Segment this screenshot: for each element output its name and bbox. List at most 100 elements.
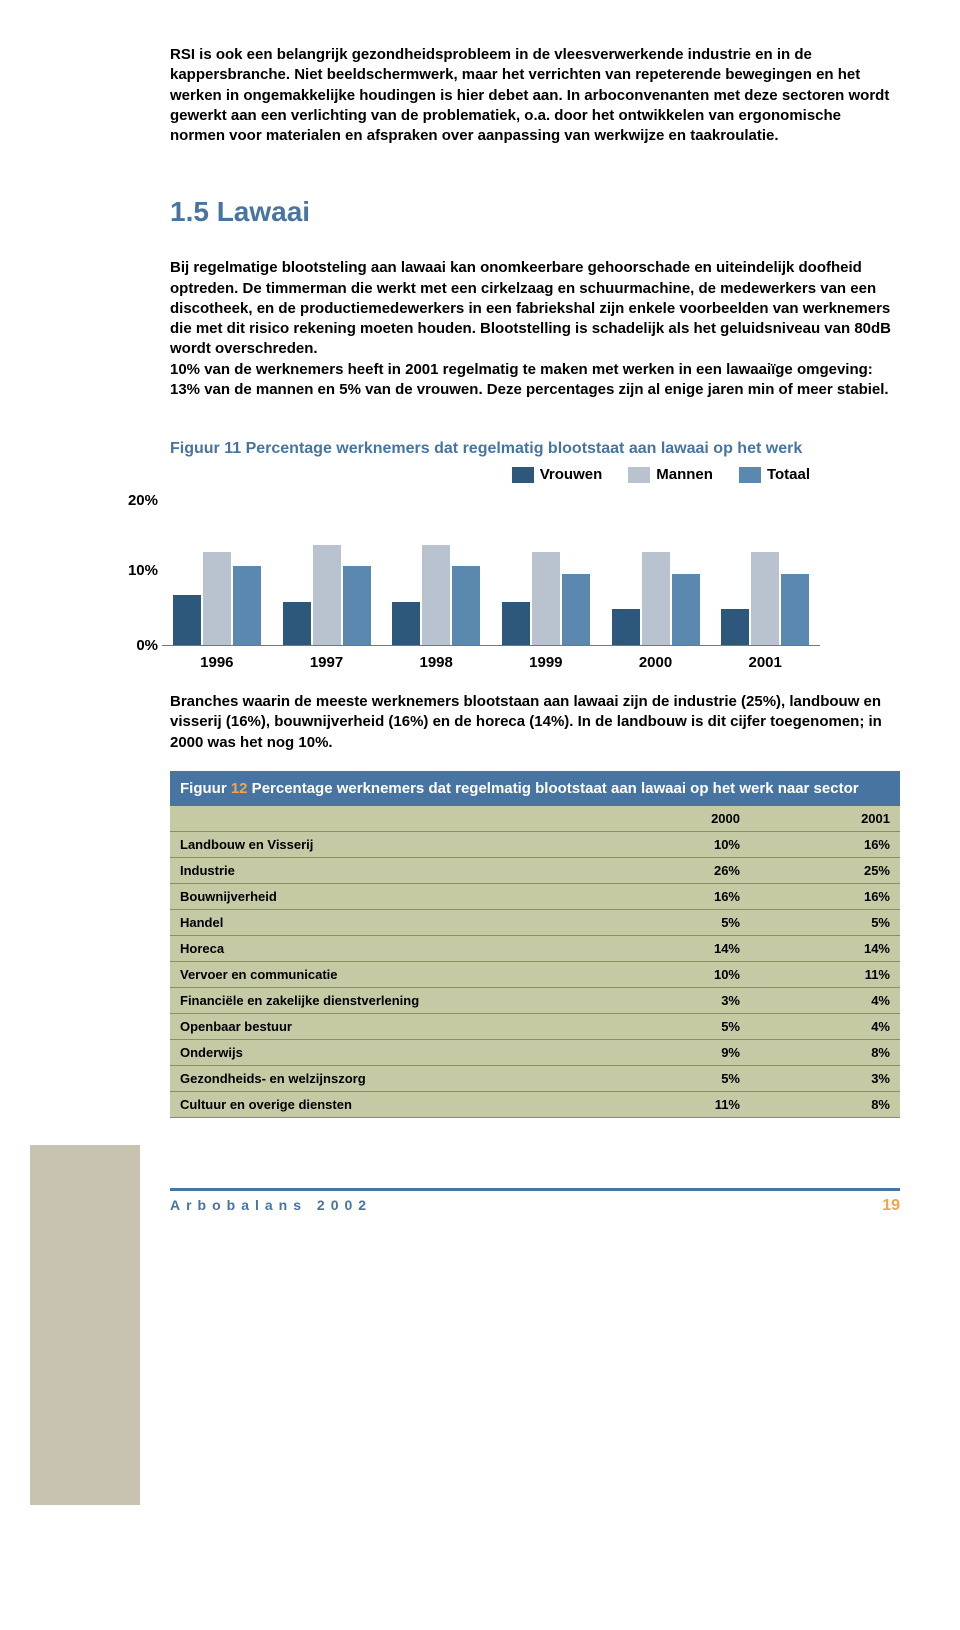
chart-group: 2001	[710, 502, 820, 645]
legend-label-mannen: Mannen	[656, 466, 713, 483]
y-tick-label: 20%	[100, 492, 158, 509]
bar	[751, 552, 779, 645]
legend-vrouwen: Vrouwen	[512, 466, 603, 483]
figure-12-title: Figuur 12 Percentage werknemers dat rege…	[170, 771, 900, 807]
table-cell: 4%	[750, 1014, 900, 1040]
y-tick-label: 10%	[100, 562, 158, 579]
table-cell: Financiële en zakelijke dienstverlening	[170, 988, 600, 1014]
table-cell: Landbouw en Visserij	[170, 832, 600, 858]
table-row: Financiële en zakelijke dienstverlening3…	[170, 988, 900, 1014]
table-cell: 10%	[600, 832, 750, 858]
page-footer: Arbobalans 2002 19	[170, 1188, 900, 1215]
legend-label-totaal: Totaal	[767, 466, 810, 483]
bar	[502, 602, 530, 645]
table-cell: 14%	[750, 936, 900, 962]
x-tick-label: 1998	[419, 654, 452, 671]
table-cell: Horeca	[170, 936, 600, 962]
section-heading: 1.5 Lawaai	[170, 196, 900, 228]
table-cell: 25%	[750, 858, 900, 884]
page-number: 19	[882, 1197, 900, 1215]
chart-group: 1998	[381, 502, 491, 645]
bar	[672, 574, 700, 646]
legend-totaal: Totaal	[739, 466, 810, 483]
bar	[313, 545, 341, 645]
table-row: Gezondheids- en welzijnszorg5%3%	[170, 1066, 900, 1092]
figure-12-title-post: Percentage werknemers dat regelmatig blo…	[248, 780, 859, 797]
table-cell: 11%	[750, 962, 900, 988]
bar	[392, 602, 420, 645]
x-tick-label: 1997	[310, 654, 343, 671]
page: RSI is ook een belangrijk gezondheidspro…	[0, 0, 960, 1255]
table-cell: 14%	[600, 936, 750, 962]
chart-group: 1997	[272, 502, 382, 645]
figure-12-table: Figuur 12 Percentage werknemers dat rege…	[170, 771, 900, 1119]
table-row: Vervoer en communicatie10%11%	[170, 962, 900, 988]
x-tick-label: 1996	[200, 654, 233, 671]
table-cell: Gezondheids- en welzijnszorg	[170, 1066, 600, 1092]
bar	[343, 566, 371, 645]
table-cell: 26%	[600, 858, 750, 884]
table-cell: 11%	[600, 1092, 750, 1118]
table-cell: Onderwijs	[170, 1040, 600, 1066]
x-tick-label: 2001	[749, 654, 782, 671]
legend-mannen: Mannen	[628, 466, 713, 483]
table-cell: 3%	[750, 1066, 900, 1092]
table-row: Industrie26%25%	[170, 858, 900, 884]
chart-group: 2000	[601, 502, 711, 645]
table-cell: 5%	[600, 910, 750, 936]
bar	[233, 566, 261, 645]
table-cell: 10%	[600, 962, 750, 988]
bar	[721, 609, 749, 645]
table-cell: Industrie	[170, 858, 600, 884]
table-cell: 5%	[600, 1014, 750, 1040]
intro-paragraph: RSI is ook een belangrijk gezondheidspro…	[170, 45, 900, 146]
table-cell: 16%	[600, 884, 750, 910]
table-header	[170, 806, 600, 832]
bar	[173, 595, 201, 645]
bar	[203, 552, 231, 645]
table-cell: 4%	[750, 988, 900, 1014]
bar	[781, 574, 809, 646]
table-row: Landbouw en Visserij10%16%	[170, 832, 900, 858]
table-cell: Openbaar bestuur	[170, 1014, 600, 1040]
table-row: Bouwnijverheid16%16%	[170, 884, 900, 910]
chart-group: 1996	[162, 502, 272, 645]
table-row: Horeca14%14%	[170, 936, 900, 962]
table-cell: Bouwnijverheid	[170, 884, 600, 910]
table-cell: 8%	[750, 1092, 900, 1118]
side-photo-placeholder	[30, 1145, 140, 1505]
bar	[452, 566, 480, 645]
figure-12-title-pre: Figuur	[180, 780, 231, 797]
table-cell: Vervoer en communicatie	[170, 962, 600, 988]
chart-legend: Vrouwen Mannen Totaal	[512, 466, 810, 483]
table-cell: Handel	[170, 910, 600, 936]
table-cell: 5%	[600, 1066, 750, 1092]
table-header: 2001	[750, 806, 900, 832]
y-tick-label: 0%	[100, 637, 158, 654]
bar	[642, 552, 670, 645]
bar	[562, 574, 590, 646]
figure-11-title: Figuur 11 Percentage werknemers dat rege…	[170, 440, 900, 458]
figure-11-caption: Branches waarin de meeste werknemers blo…	[170, 692, 900, 753]
x-tick-label: 1999	[529, 654, 562, 671]
bar	[422, 545, 450, 645]
table-row: Handel5%5%	[170, 910, 900, 936]
bar	[532, 552, 560, 645]
sector-table: 20002001Landbouw en Visserij10%16%Indust…	[170, 806, 900, 1118]
body-paragraph: Bij regelmatige blootsteling aan lawaai …	[170, 258, 900, 400]
footer-left: Arbobalans 2002	[170, 1197, 372, 1215]
table-cell: 8%	[750, 1040, 900, 1066]
content-column: RSI is ook een belangrijk gezondheidspro…	[170, 45, 900, 1215]
table-cell: 16%	[750, 884, 900, 910]
table-row: Onderwijs9%8%	[170, 1040, 900, 1066]
chart-plot-area: 199619971998199920002001	[162, 502, 820, 646]
figure-12-title-num: 12	[231, 780, 248, 797]
bar	[283, 602, 311, 645]
table-cell: 16%	[750, 832, 900, 858]
chart-group: 1999	[491, 502, 601, 645]
table-cell: 3%	[600, 988, 750, 1014]
table-cell: Cultuur en overige diensten	[170, 1092, 600, 1118]
table-cell: 9%	[600, 1040, 750, 1066]
bar	[612, 609, 640, 645]
x-tick-label: 2000	[639, 654, 672, 671]
